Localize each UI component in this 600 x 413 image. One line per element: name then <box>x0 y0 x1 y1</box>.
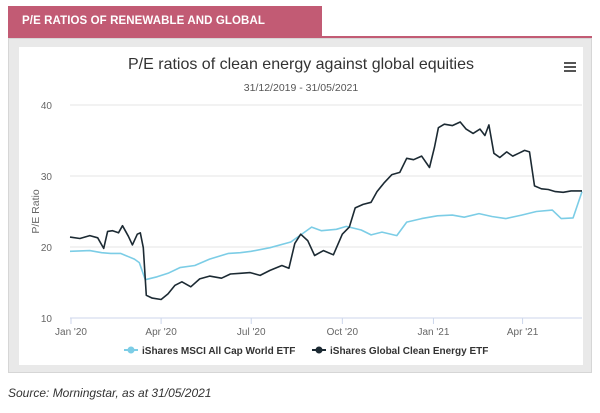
legend: iShares MSCI All Cap World ETF iShares Gl… <box>124 346 488 357</box>
legend-swatch-marker <box>127 346 135 354</box>
section-banner: P/E RATIOS OF RENEWABLE AND GLOBAL EQUIT… <box>8 6 322 57</box>
banner-divider <box>8 36 592 38</box>
line-chart: P/E ratios of clean energy against globa… <box>30 56 583 357</box>
series <box>69 121 583 301</box>
source-note: Source: Morningstar, as at 31/05/2021 <box>8 386 212 400</box>
chart-subtitle: 31/12/2019 - 31/05/2021 <box>244 82 359 94</box>
axes: 10 20 30 40 Jan '20 Apr '20 Jul '20 Oct '20 Jan … <box>30 101 582 338</box>
y-axis-title: P/E Ratio <box>30 189 42 234</box>
legend-label: iShares MSCI All Cap World ETF <box>142 346 295 357</box>
legend-item-clean-energy[interactable]: iShares Global Clean Energy ETF <box>312 346 488 357</box>
legend-label: iShares Global Clean Energy ETF <box>330 346 488 357</box>
x-tick-label: Apr '20 <box>145 327 177 338</box>
y-tick-label: 20 <box>41 243 53 254</box>
grid-lines <box>70 104 582 319</box>
series-line-clean-energy <box>69 121 582 301</box>
chart-card: P/E ratios of clean energy against globa… <box>19 47 583 365</box>
legend-item-msci-world[interactable]: iShares MSCI All Cap World ETF <box>124 346 295 357</box>
chart-title: P/E ratios of clean energy against globa… <box>128 56 474 73</box>
x-tick-label: Jul '20 <box>237 327 266 338</box>
chart-panel: P/E ratios of clean energy against globa… <box>8 38 592 373</box>
x-tick-label: Jan '20 <box>55 327 87 338</box>
chart-menu-button[interactable] <box>561 59 579 75</box>
x-tick-label: Apr '21 <box>507 327 539 338</box>
series-line-msci-world <box>69 191 583 281</box>
legend-swatch-marker <box>315 346 323 354</box>
x-tick-label: Oct '20 <box>327 327 359 338</box>
y-tick-label: 40 <box>41 101 53 112</box>
y-tick-label: 10 <box>41 314 53 325</box>
y-tick-label: 30 <box>41 172 53 183</box>
x-tick-label: Jan '21 <box>417 327 449 338</box>
